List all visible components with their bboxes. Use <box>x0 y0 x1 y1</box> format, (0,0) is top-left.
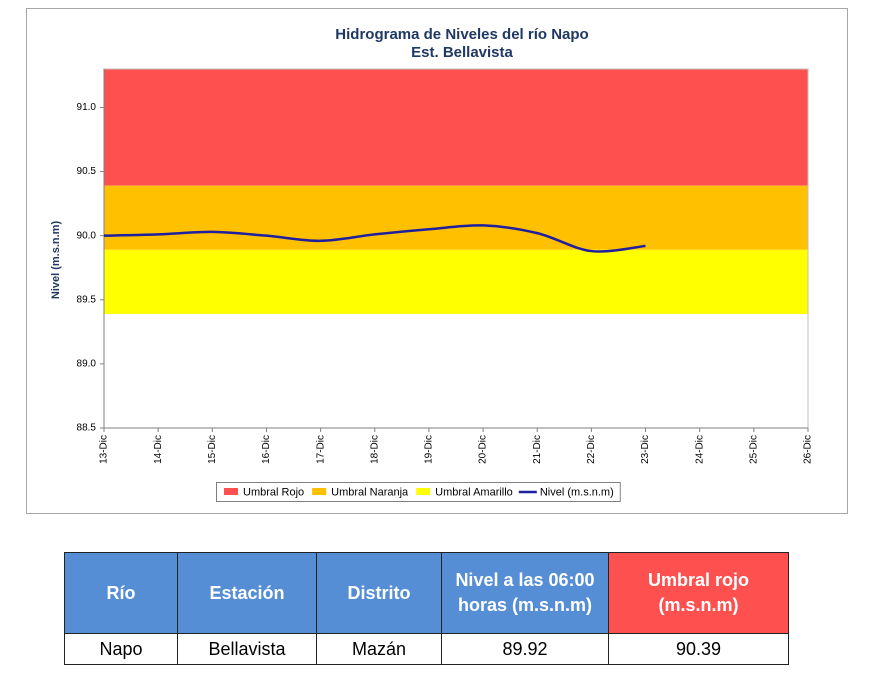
x-tick-label: 24-Dic <box>694 435 705 464</box>
threshold-band <box>104 249 808 314</box>
chart-subtitle: Est. Bellavista <box>411 44 513 61</box>
threshold-band <box>104 185 808 250</box>
legend-swatch <box>224 488 238 495</box>
legend-label: Umbral Amarillo <box>435 486 513 498</box>
legend-label: Umbral Rojo <box>243 486 304 498</box>
header-cell: Distrito <box>316 552 442 634</box>
header-cell: Río <box>64 552 178 634</box>
header-cell: Umbral rojo (m.s.n.m) <box>608 552 789 634</box>
x-tick-label: 21-Dic <box>532 435 543 464</box>
y-tick-label: 91.0 <box>77 102 97 113</box>
data-row: Napo Bellavista Mazán 89.92 90.39 <box>64 633 789 665</box>
legend: Umbral Rojo Umbral Naranja Umbral Amarillo… <box>216 482 621 502</box>
legend-label: Umbral Naranja <box>331 486 409 498</box>
legend-label: Nivel (m.s.n.m) <box>540 486 614 498</box>
cell: 89.92 <box>441 633 609 665</box>
level-line <box>103 224 646 253</box>
y-tick-label: 89.5 <box>77 294 97 305</box>
cell: Mazán <box>316 633 442 665</box>
y-tick-label: 88.5 <box>77 423 97 434</box>
x-tick-label: 26-Dic <box>803 435 814 464</box>
cell: Bellavista <box>177 633 317 665</box>
header-cell: Estación <box>177 552 317 634</box>
x-tick-label: 20-Dic <box>478 435 489 464</box>
cell: 90.39 <box>608 633 789 665</box>
x-tick-label: 22-Dic <box>586 435 597 464</box>
x-tick-label: 23-Dic <box>640 435 651 464</box>
x-tick-label: 19-Dic <box>424 435 435 464</box>
y-tick-label: 89.0 <box>77 359 97 370</box>
threshold-band <box>104 69 808 186</box>
chart-title: Hidrograma de Niveles del río Napo <box>335 26 588 43</box>
y-tick-label: 90.5 <box>77 166 97 177</box>
x-tick-label: 18-Dic <box>369 435 380 464</box>
x-tick-label: 14-Dic <box>153 435 164 464</box>
summary-table: Río Estación Distrito Nivel a las 06:00 … <box>64 552 789 665</box>
header-row: Río Estación Distrito Nivel a las 06:00 … <box>64 552 789 634</box>
x-tick-label: 16-Dic <box>261 435 272 464</box>
y-axis-label: Nivel (m.s.n.m) <box>50 221 62 300</box>
legend-swatch <box>416 488 431 495</box>
y-tick-label: 90.0 <box>77 230 97 241</box>
x-tick-label: 17-Dic <box>315 435 326 464</box>
legend-swatch <box>312 488 327 495</box>
x-tick-label: 25-Dic <box>748 435 759 464</box>
x-tick-label: 15-Dic <box>207 435 218 464</box>
chart: Hidrograma de Niveles del río Napo Est. … <box>26 8 848 514</box>
header-cell: Nivel a las 06:00 horas (m.s.n.m) <box>441 552 609 634</box>
x-tick-label: 13-Dic <box>99 435 110 464</box>
cell: Napo <box>64 633 178 665</box>
